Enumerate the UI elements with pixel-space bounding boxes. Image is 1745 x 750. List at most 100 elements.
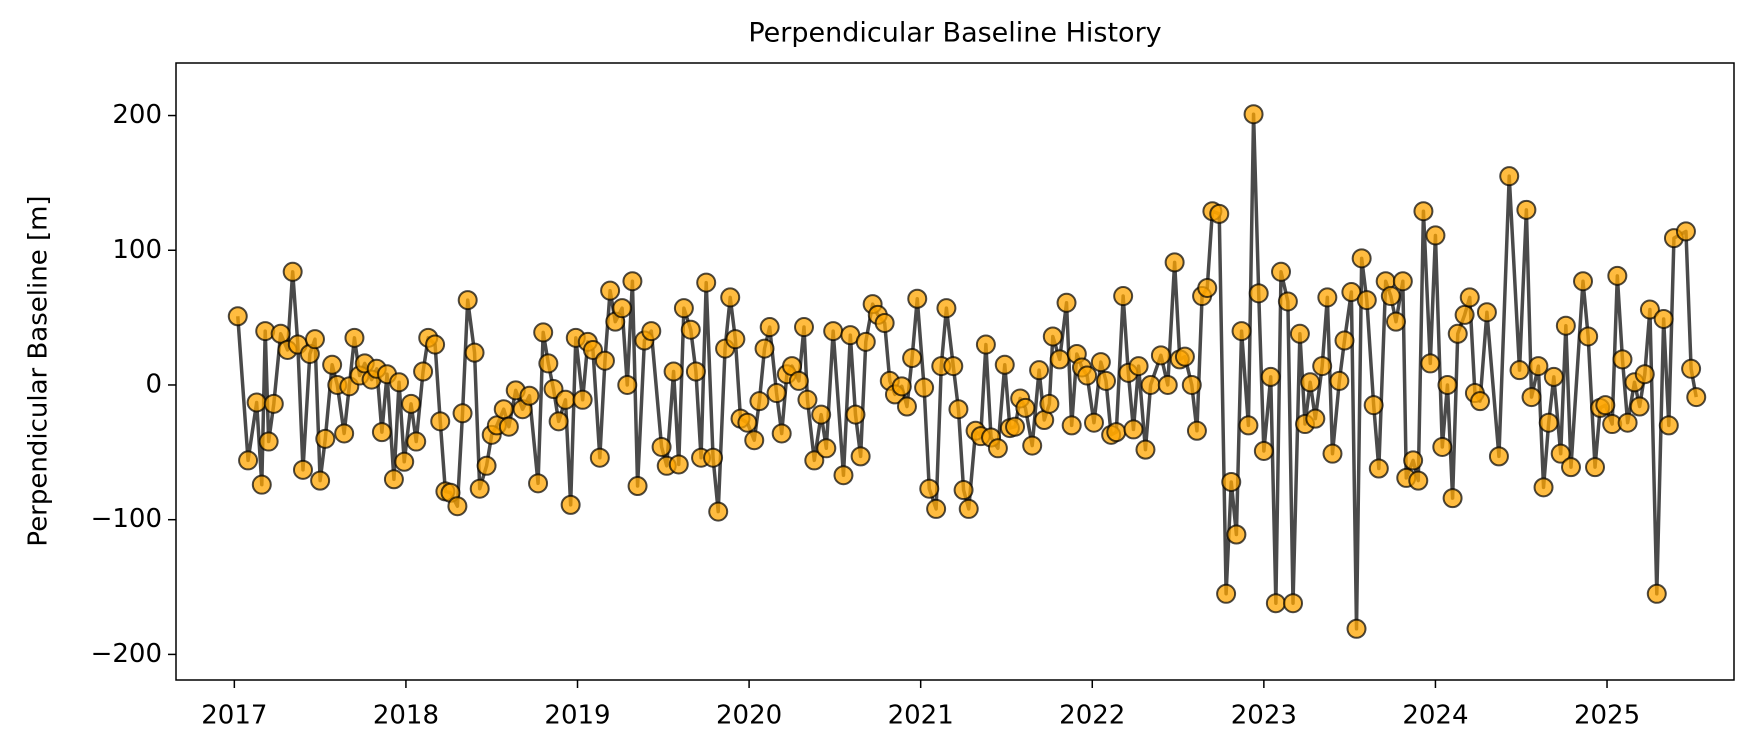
data-point <box>919 478 940 499</box>
data-point <box>1265 593 1286 614</box>
data-point <box>1005 416 1026 437</box>
data-point <box>334 423 355 444</box>
data-point <box>457 290 478 311</box>
data-point <box>1509 360 1530 381</box>
data-point <box>1646 583 1667 604</box>
data-point <box>891 376 912 397</box>
data-point <box>594 350 615 371</box>
data-point <box>1317 287 1338 308</box>
data-point <box>788 370 809 391</box>
data-point <box>1049 349 1070 370</box>
data-point <box>953 480 974 501</box>
data-point <box>406 431 427 452</box>
x-tick-label: 2021 <box>888 701 954 731</box>
data-point <box>1150 345 1171 366</box>
data-point <box>1413 201 1434 222</box>
data-point <box>1356 290 1377 311</box>
data-point <box>263 393 284 414</box>
data-point <box>668 454 689 475</box>
x-tick-label: 2018 <box>373 701 439 731</box>
data-point <box>1681 358 1702 379</box>
data-point <box>1351 248 1372 269</box>
data-point <box>1128 356 1149 377</box>
data-point <box>238 450 259 471</box>
data-point <box>452 403 473 424</box>
data-point <box>394 451 415 472</box>
data-point <box>1312 356 1333 377</box>
plot-frame <box>175 62 1735 681</box>
data-point <box>1135 439 1156 460</box>
data-point <box>1634 364 1655 385</box>
data-point <box>469 478 490 499</box>
data-point <box>987 438 1008 459</box>
data-point <box>936 298 957 319</box>
data-point <box>975 334 996 355</box>
series-line <box>236 112 1698 631</box>
data-point <box>1253 440 1274 461</box>
data-point <box>1420 353 1441 374</box>
data-point <box>1283 593 1304 614</box>
data-point <box>1039 393 1060 414</box>
data-point <box>1305 408 1326 429</box>
data-point <box>948 399 969 420</box>
data-point <box>1499 166 1520 187</box>
data-point <box>413 361 434 382</box>
data-point <box>902 348 923 369</box>
data-point <box>322 354 343 375</box>
data-point <box>1392 271 1413 292</box>
data-point <box>1061 415 1082 436</box>
data-point <box>1560 457 1581 478</box>
data-point <box>383 469 404 490</box>
data-point <box>737 412 758 433</box>
data-point <box>1042 326 1063 347</box>
data-point <box>1578 326 1599 347</box>
data-point <box>1555 315 1576 336</box>
data-point <box>1346 618 1367 639</box>
data-point <box>1595 395 1616 416</box>
data-point <box>519 385 540 406</box>
data-point <box>797 389 818 410</box>
data-point <box>1686 387 1707 408</box>
data-point <box>1533 477 1554 498</box>
x-tick-label: 2024 <box>1402 701 1468 731</box>
data-point <box>1403 450 1424 471</box>
data-point <box>1056 292 1077 313</box>
data-point <box>823 321 844 342</box>
data-point <box>744 430 765 451</box>
data-point <box>766 383 787 404</box>
data-point <box>1612 349 1633 370</box>
data-point <box>493 399 514 420</box>
data-point <box>622 271 643 292</box>
data-point <box>703 447 724 468</box>
data-point <box>1470 391 1491 412</box>
data-point <box>754 338 775 359</box>
data-point <box>560 494 581 515</box>
chart-title: Perpendicular Baseline History <box>748 18 1161 49</box>
data-point <box>1271 261 1292 282</box>
data-point <box>896 396 917 417</box>
data-point <box>914 377 935 398</box>
data-point <box>1113 286 1134 307</box>
data-point <box>1408 470 1429 491</box>
data-point <box>696 272 717 293</box>
y-tick-label: 200 <box>112 100 162 130</box>
data-point <box>1243 104 1264 125</box>
data-point <box>673 298 694 319</box>
y-tick-label: 100 <box>112 235 162 265</box>
data-point <box>1231 321 1252 342</box>
data-point <box>1221 471 1242 492</box>
data-point <box>1432 436 1453 457</box>
data-point <box>1334 330 1355 351</box>
data-point <box>371 422 392 443</box>
data-point <box>680 319 701 340</box>
data-point <box>1528 356 1549 377</box>
data-point <box>1454 304 1475 325</box>
data-point <box>1543 366 1564 387</box>
data-point <box>685 361 706 382</box>
data-point <box>227 306 248 327</box>
data-point <box>1181 374 1202 395</box>
data-point <box>641 321 662 342</box>
data-point <box>251 474 272 495</box>
data-point <box>794 317 815 338</box>
data-point <box>246 392 267 413</box>
